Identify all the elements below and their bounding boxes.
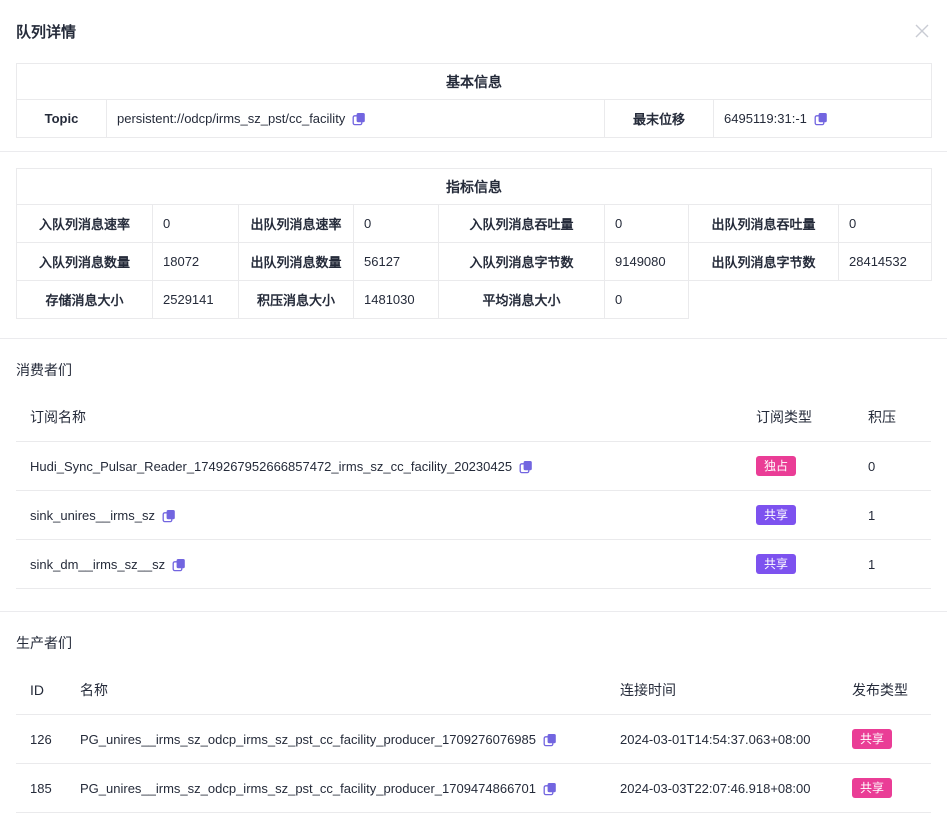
copy-icon[interactable] [162,509,176,523]
metric-value: 0 [838,204,932,243]
table-row: sink_dm__irms_sz__sz 共享 1 [16,539,931,589]
subscription-type-badge: 共享 [756,554,797,574]
subscription-name: sink_unires__irms_sz [30,507,155,523]
metric-label: 入队列消息吞吐量 [438,204,605,243]
consumers-table: 订阅名称 订阅类型 积压 Hudi_Sync_Pulsar_Reader_174… [16,380,931,589]
copy-icon[interactable] [543,733,557,747]
section-divider [0,151,947,152]
topic-value: persistent://odcp/irms_sz_pst/cc_facilit… [117,111,346,126]
metric-label: 入队列消息速率 [16,204,153,243]
producer-connect-time: 2024-03-03T22:07:46.918+08:00 [604,763,836,813]
producers-header-row: ID 名称 连接时间 发布类型 [16,653,931,715]
metric-value: 28414532 [838,242,932,281]
offset-value: 6495119:31:-1 [724,111,807,126]
column-id: ID [16,653,64,715]
subscription-type-badge: 独占 [756,456,797,476]
metric-value: 0 [152,204,239,243]
metric-value: 0 [604,204,689,243]
publish-type-badge: 共享 [852,778,893,798]
metric-label: 出队列消息数量 [238,242,354,281]
metric-value: 56127 [353,242,439,281]
subscription-name: sink_dm__irms_sz__sz [30,556,166,572]
producer-id: 126 [16,714,64,764]
basic-info-header: 基本信息 [16,63,932,100]
table-row: 185 PG_unires__irms_sz_odcp_irms_sz_pst_… [16,763,931,813]
metric-value: 18072 [152,242,239,281]
producers-section-title: 生产者们 [16,635,72,651]
backlog-value: 0 [852,441,931,491]
subscription-type-badge: 共享 [756,505,797,525]
copy-icon[interactable] [172,558,186,572]
publish-type-badge: 共享 [852,729,893,749]
producer-name: PG_unires__irms_sz_odcp_irms_sz_pst_cc_f… [80,731,536,747]
table-row: 126 PG_unires__irms_sz_odcp_irms_sz_pst_… [16,714,931,764]
metric-label: 入队列消息字节数 [438,242,605,281]
backlog-value: 1 [852,490,931,540]
metrics-row: 存储消息大小 2529141 积压消息大小 1481030 平均消息大小 0 [16,280,932,319]
metrics-header: 指标信息 [16,168,932,205]
metric-value: 2529141 [152,280,239,319]
metrics-row: 入队列消息数量 18072 出队列消息数量 56127 入队列消息字节数 914… [16,242,932,281]
column-name: 名称 [64,653,604,715]
producer-id: 185 [16,763,64,813]
copy-icon[interactable] [814,112,828,126]
consumers-header-row: 订阅名称 订阅类型 积压 [16,380,931,442]
metric-label: 出队列消息吞吐量 [688,204,839,243]
metric-label: 平均消息大小 [438,280,605,319]
metric-label: 存储消息大小 [16,280,153,319]
column-publish-type: 发布类型 [836,653,931,715]
metrics-empty-cell [689,281,932,319]
consumers-section-title: 消费者们 [16,362,72,378]
metric-value: 9149080 [604,242,689,281]
topic-label: Topic [16,99,107,138]
offset-value-cell: 6495119:31:-1 [713,99,932,138]
metrics-row: 入队列消息速率 0 出队列消息速率 0 入队列消息吞吐量 0 出队列消息吞吐量 … [16,204,932,243]
producer-name: PG_unires__irms_sz_odcp_irms_sz_pst_cc_f… [80,780,536,796]
metrics-table: 指标信息 入队列消息速率 0 出队列消息速率 0 入队列消息吞吐量 0 出队列消… [16,168,932,319]
column-backlog: 积压 [852,380,931,442]
dialog-header: 队列详情 [16,0,931,42]
metric-label: 出队列消息速率 [238,204,354,243]
column-subscription-type: 订阅类型 [740,380,852,442]
offset-label: 最末位移 [604,99,714,138]
copy-icon[interactable] [519,460,533,474]
close-icon[interactable] [911,20,933,42]
copy-icon[interactable] [543,782,557,796]
section-divider [0,338,947,339]
table-row: sink_unires__irms_sz 共享 1 [16,490,931,540]
section-divider [0,611,947,612]
backlog-value: 1 [852,539,931,589]
producers-table: ID 名称 连接时间 发布类型 126 PG_unires__irms_sz_o… [16,653,931,813]
metric-value: 0 [604,280,689,319]
copy-icon[interactable] [352,112,366,126]
page-title: 队列详情 [16,23,77,41]
producer-connect-time: 2024-03-01T14:54:37.063+08:00 [604,714,836,764]
metric-label: 积压消息大小 [238,280,354,319]
subscription-name: Hudi_Sync_Pulsar_Reader_1749267952666857… [30,458,513,474]
basic-info-table: 基本信息 Topic persistent://odcp/irms_sz_pst… [16,63,932,138]
column-connect-time: 连接时间 [604,653,836,715]
metric-value: 1481030 [353,280,439,319]
column-subscription-name: 订阅名称 [16,380,740,442]
metric-value: 0 [353,204,439,243]
metric-label: 入队列消息数量 [16,242,153,281]
metric-label: 出队列消息字节数 [688,242,839,281]
table-row: Hudi_Sync_Pulsar_Reader_1749267952666857… [16,441,931,491]
topic-value-cell: persistent://odcp/irms_sz_pst/cc_facilit… [106,99,605,138]
